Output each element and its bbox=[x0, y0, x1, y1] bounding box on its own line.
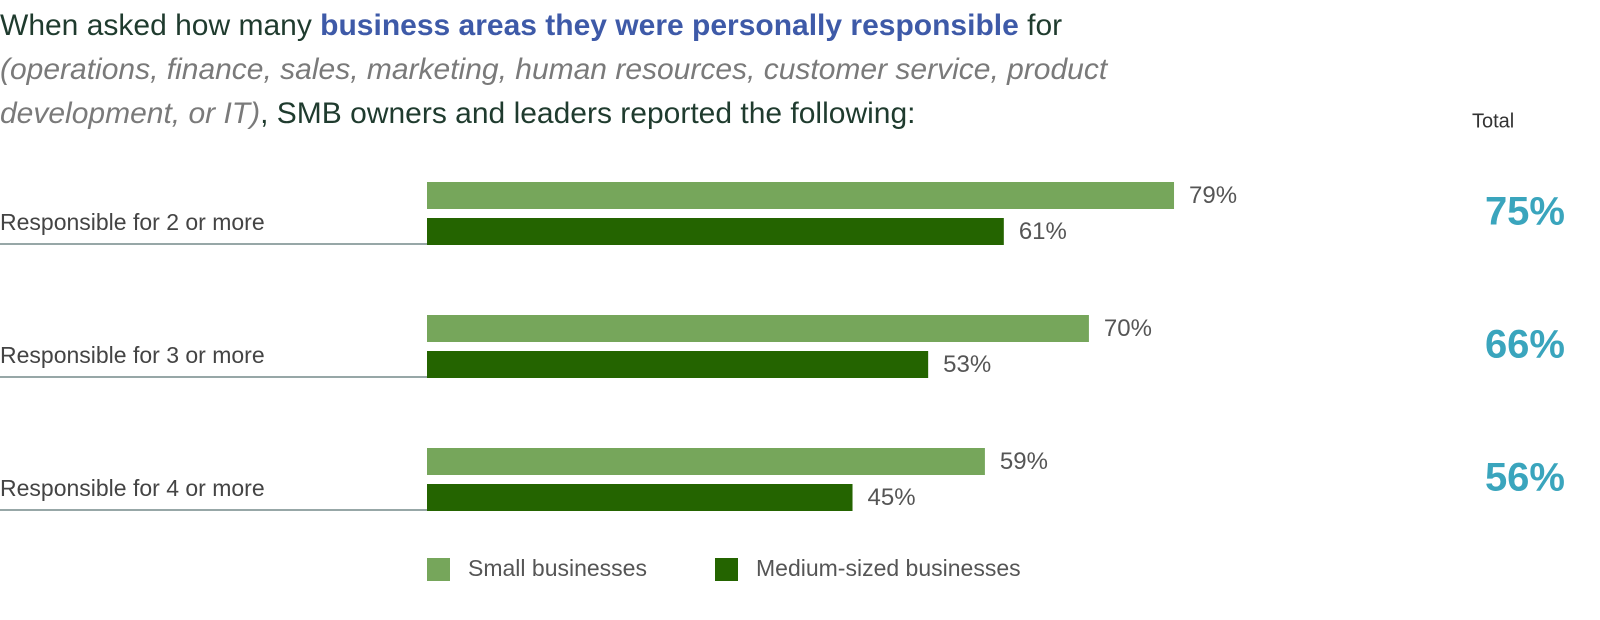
bar bbox=[427, 484, 853, 511]
value-label: 53% bbox=[943, 351, 991, 378]
total-value: 56% bbox=[1485, 456, 1565, 500]
bar bbox=[427, 182, 1175, 209]
legend-label: Small businesses bbox=[468, 555, 647, 581]
total-value: 75% bbox=[1485, 190, 1565, 234]
legend-swatch bbox=[715, 558, 738, 581]
totals-header: Total bbox=[1472, 110, 1514, 132]
bar bbox=[427, 448, 985, 475]
value-label: 61% bbox=[1019, 218, 1067, 245]
title-text: When asked how many bbox=[0, 9, 321, 42]
bar bbox=[427, 315, 1089, 342]
value-label: 45% bbox=[868, 484, 916, 511]
category-label: Responsible for 3 or more bbox=[0, 342, 265, 368]
total-value: 66% bbox=[1485, 323, 1565, 367]
category-label: Responsible for 4 or more bbox=[0, 475, 265, 501]
bar bbox=[427, 351, 929, 378]
title-highlight: business areas they were personally resp… bbox=[320, 9, 1019, 42]
bar bbox=[427, 218, 1004, 245]
value-label: 59% bbox=[1000, 448, 1048, 475]
value-label: 79% bbox=[1189, 182, 1237, 209]
value-label: 70% bbox=[1104, 315, 1152, 342]
legend-label: Medium-sized businesses bbox=[756, 555, 1021, 581]
title-text: , SMB owners and leaders reported the fo… bbox=[260, 97, 916, 130]
chart-title: When asked how many business areas they … bbox=[0, 4, 1170, 136]
category-label: Responsible for 2 or more bbox=[0, 209, 265, 235]
legend-swatch bbox=[427, 558, 450, 581]
title-note: (operations, finance, sales, marketing, … bbox=[0, 53, 1108, 130]
title-text: for bbox=[1018, 9, 1063, 42]
